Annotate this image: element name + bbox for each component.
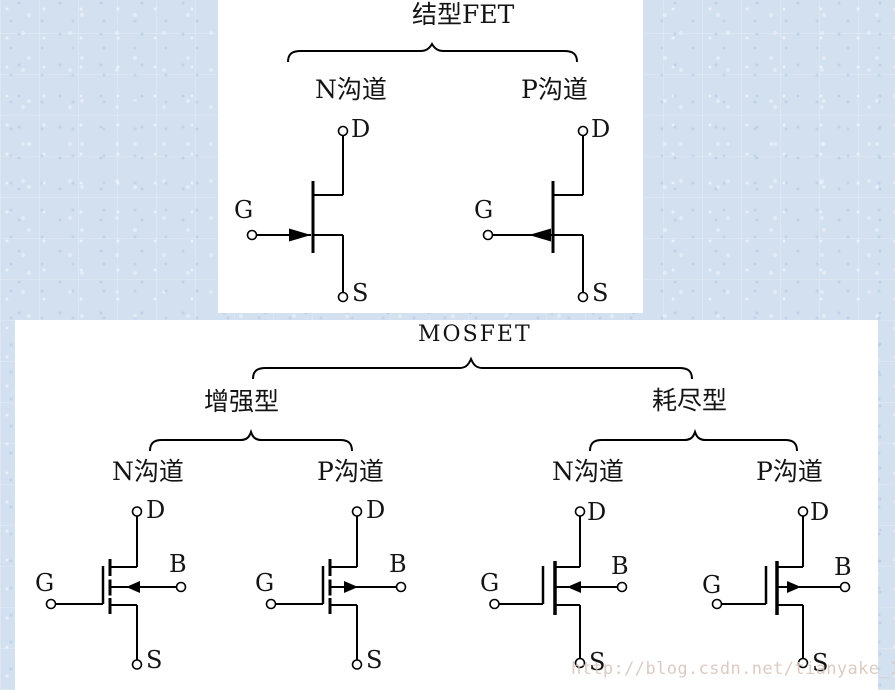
source-label: S [366, 646, 383, 674]
gate-label: G [35, 569, 55, 597]
dep-p-channel-label: P沟道 [756, 457, 823, 486]
gate-label: G [702, 571, 722, 599]
mosfet-title: MOSFET [418, 322, 532, 347]
body-label: B [169, 550, 187, 578]
enh-n-channel-label: N沟道 [112, 457, 184, 486]
gate-label: G [234, 196, 254, 224]
gate-label: G [480, 569, 500, 597]
gate-label: G [255, 569, 275, 597]
source-label: S [352, 279, 369, 307]
drain-label: D [146, 496, 166, 524]
gate-label: G [474, 196, 494, 224]
jfet-title: 结型FET [412, 0, 515, 29]
drain-label: D [366, 496, 386, 524]
watermark: http://blog.csdn.net/tianyake_1 [571, 659, 895, 679]
drain-label: D [591, 115, 611, 143]
source-label: S [812, 649, 829, 677]
jfet-n-channel-label: N沟道 [315, 75, 387, 104]
depletion-label: 耗尽型 [652, 386, 728, 415]
drain-label: D [351, 115, 371, 143]
jfet-panel [218, 0, 643, 313]
source-label: S [589, 648, 606, 676]
enhancement-label: 增强型 [204, 387, 280, 416]
jfet-p-channel-label: P沟道 [521, 75, 588, 104]
drain-label: D [587, 498, 607, 526]
source-label: S [592, 279, 609, 307]
source-label: S [146, 646, 163, 674]
body-label: B [389, 550, 407, 578]
mosfet-panel [15, 320, 878, 690]
body-label: B [834, 553, 852, 581]
dep-n-channel-label: N沟道 [552, 457, 624, 486]
enh-p-channel-label: P沟道 [317, 457, 384, 486]
drain-label: D [810, 498, 830, 526]
body-label: B [611, 552, 629, 580]
